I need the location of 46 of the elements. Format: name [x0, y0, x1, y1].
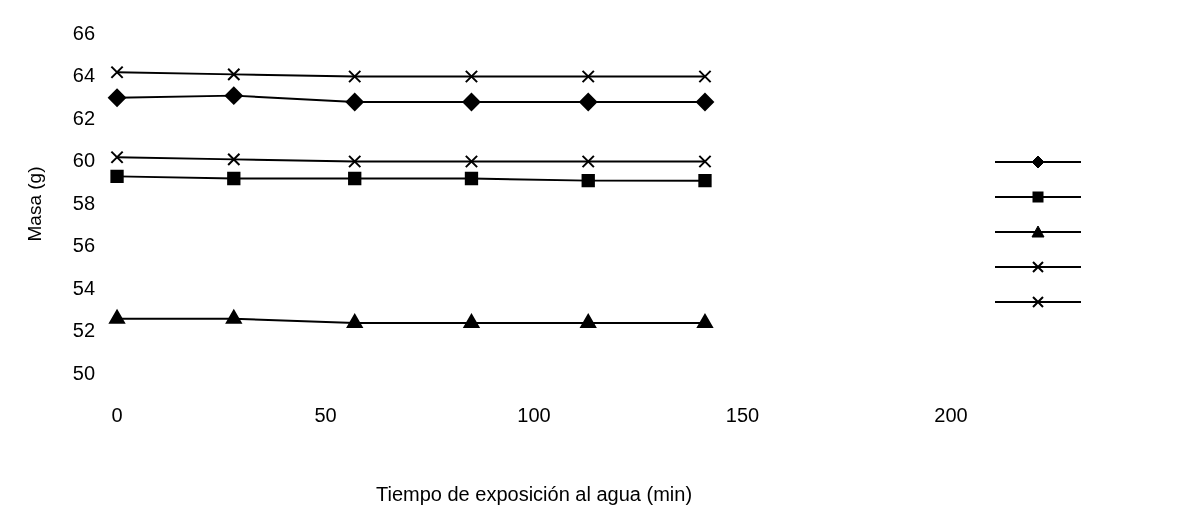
point: [109, 309, 125, 324]
y-tick-label: 60: [72, 149, 96, 172]
y-tick-label: 62: [72, 106, 96, 129]
point: [464, 154, 479, 169]
x-tick-label: 200: [934, 403, 968, 426]
point: [227, 171, 241, 186]
point: [346, 314, 363, 328]
y-tick-label: 52: [72, 319, 96, 342]
point: [581, 154, 595, 169]
point: [581, 69, 595, 84]
point: [580, 314, 597, 328]
point: [695, 93, 714, 111]
x-axis-title: Tiempo de exposición al agua (min): [375, 482, 693, 505]
point: [463, 314, 480, 328]
point: [110, 150, 124, 164]
x-tick-label: 150: [725, 403, 760, 426]
y-tick-label: 50: [72, 361, 96, 384]
point: [110, 65, 124, 79]
point: [227, 67, 241, 82]
point: [348, 171, 362, 186]
point: [698, 69, 712, 84]
y-tick-label: 64: [72, 64, 96, 87]
x-tick-label: 100: [517, 403, 551, 426]
point: [698, 154, 712, 169]
y-tick-label: 66: [72, 21, 96, 44]
x-tick-label: 50: [314, 403, 337, 426]
point: [108, 88, 127, 107]
point: [464, 69, 479, 84]
point: [581, 173, 595, 188]
point: [227, 152, 241, 167]
x-tick-label: 0: [111, 403, 123, 426]
point: [348, 69, 362, 84]
point: [224, 86, 243, 105]
point: [345, 93, 364, 111]
point: [462, 93, 481, 111]
y-tick-label: 54: [72, 276, 96, 299]
point: [697, 314, 713, 328]
point: [698, 173, 712, 188]
y-tick-label: 58: [72, 191, 96, 214]
y-tick-label: 56: [72, 234, 96, 257]
point: [464, 171, 479, 186]
y-axis-title: Masa (g): [23, 166, 45, 242]
point: [110, 169, 124, 184]
point: [579, 93, 598, 111]
point: [225, 309, 242, 324]
point: [348, 154, 362, 169]
